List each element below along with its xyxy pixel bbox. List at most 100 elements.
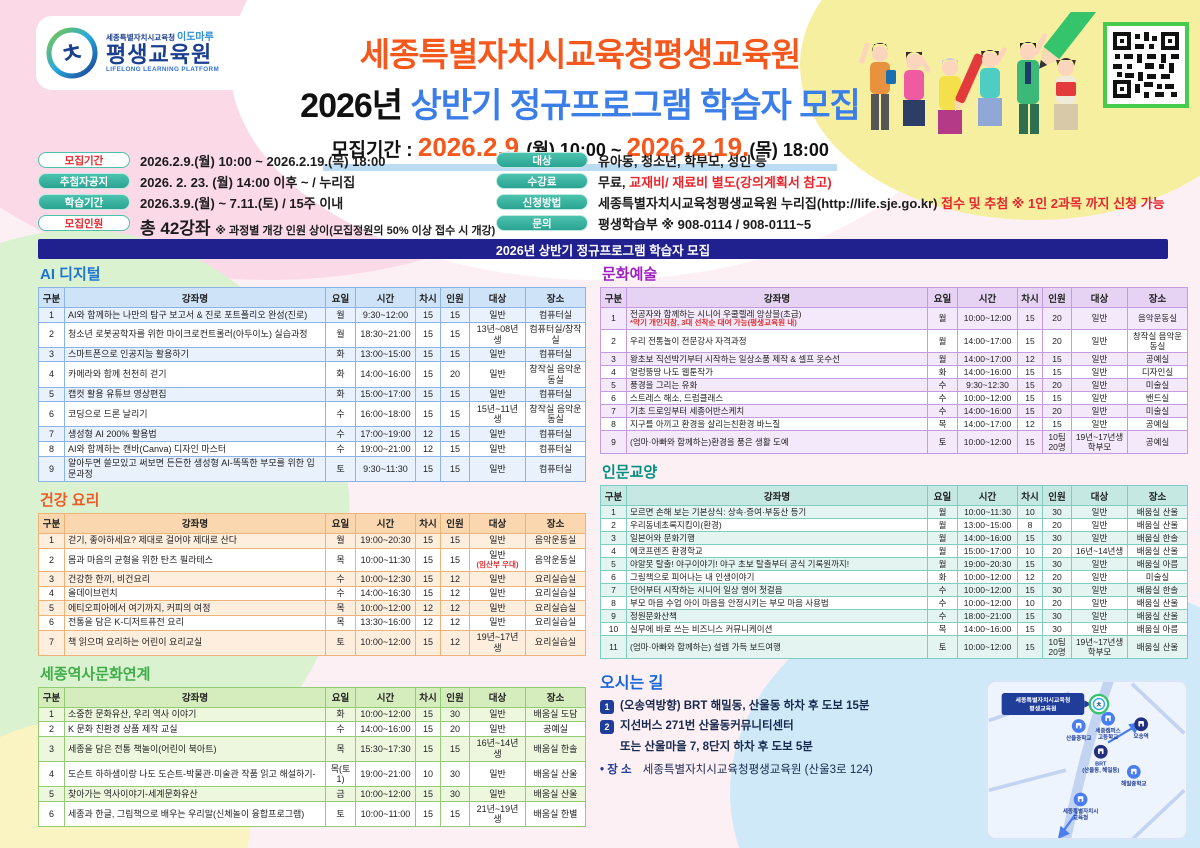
cell-target: 일반 bbox=[1071, 365, 1128, 380]
cell-day: 수 bbox=[325, 721, 356, 737]
cell-place: 미술실 bbox=[1127, 378, 1188, 393]
column-header: 요일 bbox=[325, 287, 356, 308]
cell-name: 지구를 아끼고 환경을 살리는친환경 바느질 bbox=[626, 417, 928, 432]
column-header: 구분 bbox=[600, 485, 627, 507]
cell-capacity: 20 bbox=[1042, 544, 1072, 559]
period-end-suffix: (목) 18:00 bbox=[749, 140, 829, 160]
cell-place: 음악운동실 bbox=[1127, 307, 1188, 330]
subtitle-year: 2026년 bbox=[300, 87, 403, 125]
table-row: 6 전통을 담은 K-디저트퓨전 요리 목 13:30~16:00 12 12 일반 요리실습… bbox=[38, 614, 586, 631]
cell-sessions: 15 bbox=[1017, 531, 1043, 546]
cell-sessions: 12 bbox=[1017, 570, 1043, 585]
cell-target: 19년~17년생 bbox=[469, 629, 526, 656]
cell-sessions: 15 bbox=[415, 721, 441, 737]
info-pill: 모집기간 bbox=[38, 152, 130, 168]
cell-day: 수 bbox=[927, 391, 958, 406]
cell-capacity: 15 bbox=[1042, 417, 1072, 432]
column-header: 대상 bbox=[469, 287, 526, 308]
column-header: 인원 bbox=[440, 287, 470, 308]
cell-time: 14:00~16:00 bbox=[355, 361, 416, 388]
cell-name: 에티오피아에서 여기까지, 커피의 여정 bbox=[64, 600, 326, 616]
cell-time: 9:30~11:30 bbox=[355, 455, 416, 482]
cell-no: 3 bbox=[600, 351, 627, 367]
table-row: 8 지구를 아끼고 환경을 살리는친환경 바느질 목 14:00~17:00 12 15 일… bbox=[600, 417, 1188, 432]
cell-no: 6 bbox=[600, 570, 627, 585]
cell-name: 생성형 AI 200% 활용법 bbox=[64, 426, 326, 443]
cell-sessions: 10 bbox=[1017, 544, 1043, 559]
cell-day: 목(토1) bbox=[325, 761, 356, 788]
svg-text:ㅊ: ㅊ bbox=[1096, 700, 1103, 709]
cell-time: 13:00~15:00 bbox=[957, 518, 1018, 533]
cell-time: 19:00~21:00 bbox=[355, 441, 416, 457]
cell-capacity: 15 bbox=[440, 426, 470, 443]
cell-name: 세종과 한글, 그림책으로 배우는 우리말(신체놀이 융합프로그램) bbox=[64, 801, 326, 828]
cell-target: 일반 bbox=[1071, 596, 1128, 611]
cell-time: 16:00~18:00 bbox=[355, 401, 416, 428]
cell-target: 일반 bbox=[469, 614, 526, 631]
cell-target: 일반 bbox=[469, 786, 526, 803]
cell-capacity: 20 bbox=[1042, 596, 1072, 611]
cell-no: 1 bbox=[600, 307, 627, 330]
cell-place: 요리실습실 bbox=[525, 614, 586, 631]
cell-no: 5 bbox=[600, 557, 627, 572]
cell-time: 19:00~20:30 bbox=[957, 557, 1018, 572]
cell-time: 15:00~17:00 bbox=[355, 386, 416, 403]
cell-name: 청소년 로봇공학자를 위한 마이크로컨트롤러(아두이노) 실습과정 bbox=[64, 321, 326, 348]
directions-item-text: 지선버스 271번 산울동커뮤니티센터 bbox=[620, 719, 794, 732]
cell-target: 일반 bbox=[1071, 307, 1128, 330]
info-text: 총 42강좌 ※ 과정별 개강 인원 상이(모집정원의 50% 이상 접수 시 … bbox=[140, 214, 495, 239]
table-row: 7 생성형 AI 200% 활용법 수 17:00~19:00 12 15 일반 컴퓨터실 bbox=[38, 426, 586, 443]
period-end-date: 2026.2.19. bbox=[626, 132, 750, 162]
info-text: 평생학습부 ※ 908-0114 / 908-0111~5 bbox=[598, 217, 812, 232]
org-name-small: 세종특별자치시교육청 bbox=[106, 32, 175, 42]
map-marker-school: 해밀중학교 bbox=[1121, 765, 1146, 788]
cell-time: 10:00~11:00 bbox=[355, 801, 416, 828]
cell-sessions: 15 bbox=[1017, 609, 1043, 624]
table-row: 5 캡컷 활용 유튜브 영상편집 화 15:00~17:00 15 15 일반 컴퓨터실 bbox=[38, 386, 586, 403]
cell-capacity: 30 bbox=[440, 786, 470, 803]
cell-day: 화 bbox=[927, 365, 958, 380]
column-header: 시간 bbox=[957, 485, 1018, 507]
cell-no: 8 bbox=[600, 596, 627, 611]
cell-target: 일반 bbox=[1071, 404, 1128, 419]
cell-sessions: 15 bbox=[415, 629, 441, 656]
cell-name: 풍경을 그리는 유화 bbox=[626, 378, 928, 393]
section-title-humanities: 인문교양 bbox=[602, 464, 658, 482]
cell-day: 월 bbox=[927, 518, 958, 533]
column-header: 차시 bbox=[415, 512, 441, 534]
cell-time: 14:00~17:00 bbox=[957, 328, 1018, 354]
cell-no: 4 bbox=[600, 544, 627, 559]
column-header: 대상 bbox=[1071, 485, 1128, 507]
total-courses: 총 42강좌 bbox=[140, 219, 216, 238]
org-name: 평생교육원 bbox=[106, 41, 213, 67]
cell-place: 배움실 산울 bbox=[1127, 596, 1188, 611]
table-row: 11 (엄마·아빠와 함께하는) 설렘 가득 보드여행 토 10:00~12:00 15… bbox=[600, 635, 1188, 660]
column-header: 인원 bbox=[1042, 287, 1072, 308]
cell-time: 14:00~16:00 bbox=[957, 531, 1018, 546]
cell-place: 컴퓨터실 bbox=[525, 441, 586, 457]
cell-target: 16년~14년생 bbox=[469, 735, 526, 763]
section-title-culture: 문화예술 bbox=[602, 266, 658, 283]
cell-place: 배움실 도담 bbox=[525, 706, 586, 723]
cell-day: 수 bbox=[325, 585, 356, 602]
info-pill: 수강료 bbox=[496, 173, 588, 189]
cell-place: 공예실 bbox=[1127, 417, 1188, 432]
poster-title-block: 세종특별자치시교육청평생교육원 2026년 상반기 정규프로그램 학습자 모집 … bbox=[280, 28, 880, 171]
cell-no: 1 bbox=[38, 307, 65, 323]
cell-no: 8 bbox=[38, 441, 65, 457]
cell-capacity: 15 bbox=[440, 455, 470, 482]
cell-day: 화 bbox=[325, 386, 356, 403]
table-row: 6 코딩으로 드론 날리기 수 16:00~18:00 15 15 15년~11년생 창작실 … bbox=[38, 401, 586, 428]
cell-time: 14:00~16:00 bbox=[957, 622, 1018, 637]
cell-target: 15년~11년생 bbox=[469, 401, 526, 428]
cell-day: 목 bbox=[927, 417, 958, 432]
cell-capacity: 30 bbox=[1042, 622, 1072, 637]
cell-capacity: 15 bbox=[440, 735, 470, 763]
apply-note-red: 접수 및 추첨 ※ 1인 2과목 까지 신청 가능 bbox=[941, 196, 1165, 211]
cell-day: 금 bbox=[325, 786, 356, 803]
cell-time: 19:00~20:30 bbox=[355, 532, 416, 549]
cell-target: 19년~17년생 학부모 bbox=[1071, 635, 1128, 660]
cell-sessions: 15 bbox=[1017, 328, 1043, 354]
